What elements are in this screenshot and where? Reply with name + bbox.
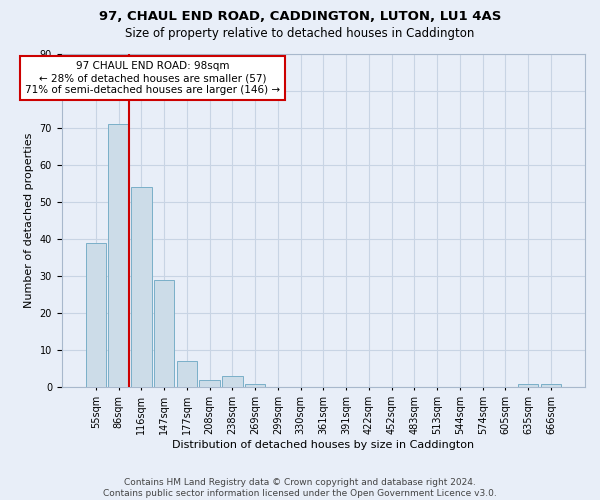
Bar (86, 243, 106, 388)
Y-axis label: Number of detached properties: Number of detached properties (24, 133, 34, 308)
Text: 97, CHAUL END ROAD, CADDINGTON, LUTON, LU1 4AS: 97, CHAUL END ROAD, CADDINGTON, LUTON, L… (99, 10, 501, 23)
Bar (541, 384, 561, 388)
Bar (518, 384, 538, 388)
Text: Contains HM Land Registry data © Crown copyright and database right 2024.
Contai: Contains HM Land Registry data © Crown c… (103, 478, 497, 498)
X-axis label: Distribution of detached houses by size in Caddington: Distribution of detached houses by size … (172, 440, 475, 450)
Bar (131, 188, 152, 388)
Text: Size of property relative to detached houses in Caddington: Size of property relative to detached ho… (125, 28, 475, 40)
Bar (222, 376, 242, 388)
Bar (245, 384, 265, 388)
Bar (176, 362, 197, 388)
Bar (199, 380, 220, 388)
Text: 97 CHAUL END ROAD: 98sqm
← 28% of detached houses are smaller (57)
71% of semi-d: 97 CHAUL END ROAD: 98sqm ← 28% of detach… (25, 62, 280, 94)
Bar (109, 124, 129, 388)
Bar (154, 280, 175, 388)
